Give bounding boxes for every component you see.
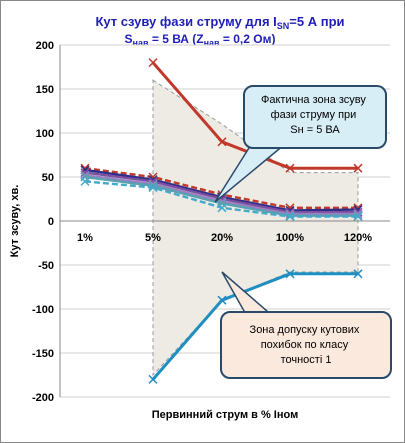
callout-lower-line1: Зона допуску кутових (250, 324, 360, 336)
x-tick-label: 100% (276, 232, 304, 244)
data-point-mark (148, 374, 158, 384)
y-tick-labels: -200 -150 -100 -50 0 50 100 150 200 (32, 40, 54, 404)
callout-actual-zone: Фактична зона зсуву фази струму при Sн =… (214, 85, 387, 203)
y-tick-label: 200 (36, 40, 54, 52)
callout-lower-line2: похибок по класу (261, 339, 349, 351)
data-point (285, 212, 295, 222)
data-point (353, 163, 363, 173)
data-point (285, 269, 295, 279)
data-point-mark (217, 295, 227, 305)
data-point-mark (217, 203, 227, 213)
y-tick-label: -200 (32, 392, 54, 404)
y-tick-label: -100 (32, 304, 54, 316)
tolerance-zone (152, 79, 359, 377)
data-point-mark (148, 58, 158, 68)
y-axis-label: Кут зсуву, хв. (9, 185, 21, 258)
y-tick-label: 50 (42, 172, 54, 184)
data-point-mark (217, 137, 227, 147)
svg-text:Фактична зона зсуву фази: Фактична зона зсуву фази струму при Sн =… (261, 94, 369, 136)
chart-title-line1: Кут сзуву фази струму для ISN=5 А при (95, 14, 344, 31)
data-point-mark (285, 163, 295, 173)
x-tick-labels: 1% 5% 20% 100% 120% (77, 232, 372, 244)
y-tick-label: -50 (38, 260, 54, 272)
x-tick-label: 5% (145, 232, 161, 244)
data-point (217, 203, 227, 213)
series-line (151, 272, 358, 381)
y-tick-label: 0 (48, 216, 54, 228)
data-point (217, 137, 227, 147)
callout-upper-line3: Sн = 5 ВА (290, 124, 340, 136)
data-point (353, 212, 363, 222)
chart-title-line2: Sнав = 5 ВА (Zнав = 0,2 Ом) (125, 32, 276, 48)
data-point (285, 163, 295, 173)
callout-upper-line1: Фактична зона зсуву (261, 94, 366, 106)
data-point (353, 269, 363, 279)
data-point-mark (353, 212, 363, 222)
data-point (148, 183, 158, 193)
y-tick-label: -150 (32, 348, 54, 360)
x-tick-label: 20% (211, 232, 233, 244)
data-point-mark (285, 212, 295, 222)
data-point-mark (285, 209, 295, 219)
tolerance-zone-area (152, 79, 359, 377)
svg-text:Зона допуску кутових пох: Зона допуску кутових похибок по класу то… (250, 324, 363, 366)
callout-lower-line3: точності 1 (281, 354, 332, 366)
callout-tolerance-zone: Зона допуску кутових похибок по класу то… (220, 271, 392, 379)
data-point (217, 295, 227, 305)
data-point-mark (285, 269, 295, 279)
x-tick-label: 1% (77, 232, 93, 244)
data-point (148, 374, 158, 384)
data-point-mark (353, 269, 363, 279)
data-point-mark (148, 183, 158, 193)
x-tick-label: 120% (344, 232, 372, 244)
y-tick-label: 150 (36, 84, 54, 96)
data-point-mark (353, 163, 363, 173)
callout-upper-line2: фази струму при (271, 109, 357, 121)
x-axis-label: Первинний струм в % Iном (152, 409, 298, 421)
data-point (148, 58, 158, 68)
data-point (80, 176, 90, 186)
data-point-mark (80, 176, 90, 186)
axes (59, 45, 390, 397)
y-tick-label: 100 (36, 128, 54, 140)
